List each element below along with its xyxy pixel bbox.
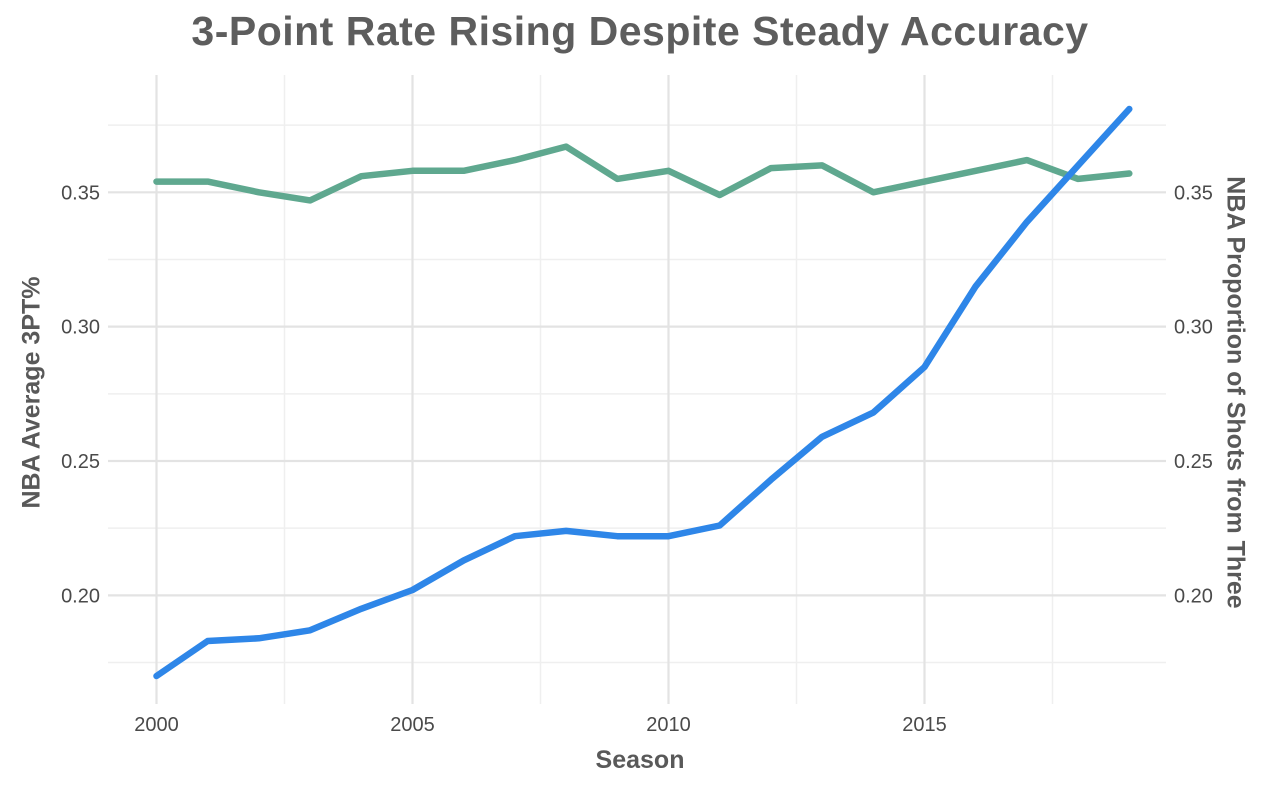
right-axis-title: NBA Proportion of Shots from Three [1221,176,1250,609]
left-y-tick-label: 0.20 [61,585,100,607]
x-tick-label: 2010 [646,714,691,736]
x-tick-label: 2005 [390,714,435,736]
x-axis-title: Season [595,746,685,774]
x-tick-label: 2015 [902,714,947,736]
left-y-tick-label: 0.35 [61,182,100,204]
left-y-tick-label: 0.30 [61,317,100,339]
right-y-tick-label: 0.35 [1174,182,1213,204]
x-tick-label: 2000 [134,714,179,736]
accuracy-line [153,143,1133,204]
right-y-tick-label: 0.20 [1174,585,1213,607]
right-y-tick-label: 0.30 [1174,317,1213,339]
right-y-tick-label: 0.25 [1174,451,1213,473]
left-y-tick-label: 0.25 [61,451,100,473]
rate-line [153,105,1133,680]
left-axis-title: NBA Average 3PT% [17,276,46,509]
chart-title: 3-Point Rate Rising Despite Steady Accur… [191,8,1089,54]
